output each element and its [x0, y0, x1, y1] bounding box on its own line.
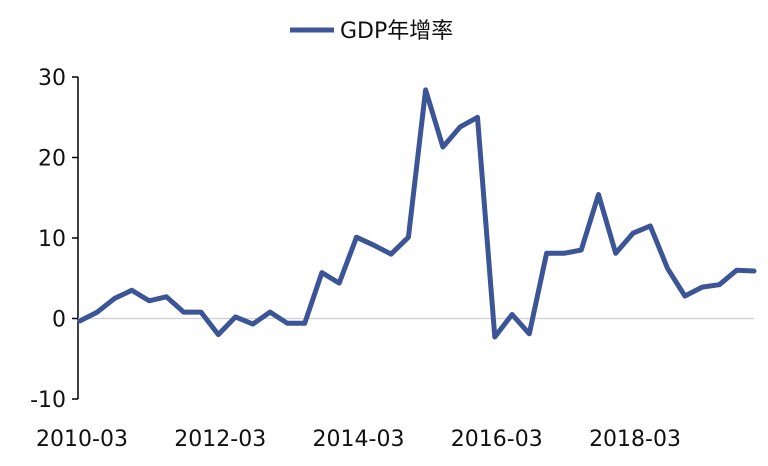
- x-tick-label: 2018-03: [589, 427, 681, 452]
- x-tick-label: 2016-03: [451, 427, 543, 452]
- x-axis: 2010-03 2012-03 2014-03 2016-03 2018-03: [36, 427, 681, 452]
- x-tick-label: 2010-03: [36, 427, 128, 452]
- legend-label: GDP年增率: [340, 19, 453, 44]
- x-tick-label: 2014-03: [313, 427, 405, 452]
- y-tick-label: 10: [38, 227, 66, 252]
- y-tick-label: -10: [30, 388, 66, 413]
- y-axis: 30 20 10 0 -10: [30, 66, 79, 413]
- y-tick-label: 20: [38, 147, 66, 172]
- y-tick-label: 30: [38, 66, 66, 91]
- series-gdp: [77, 87, 757, 340]
- y-tick-label: 0: [52, 308, 66, 333]
- x-tick-label: 2012-03: [174, 427, 266, 452]
- series-line: [77, 87, 757, 340]
- legend: GDP年增率: [290, 19, 453, 44]
